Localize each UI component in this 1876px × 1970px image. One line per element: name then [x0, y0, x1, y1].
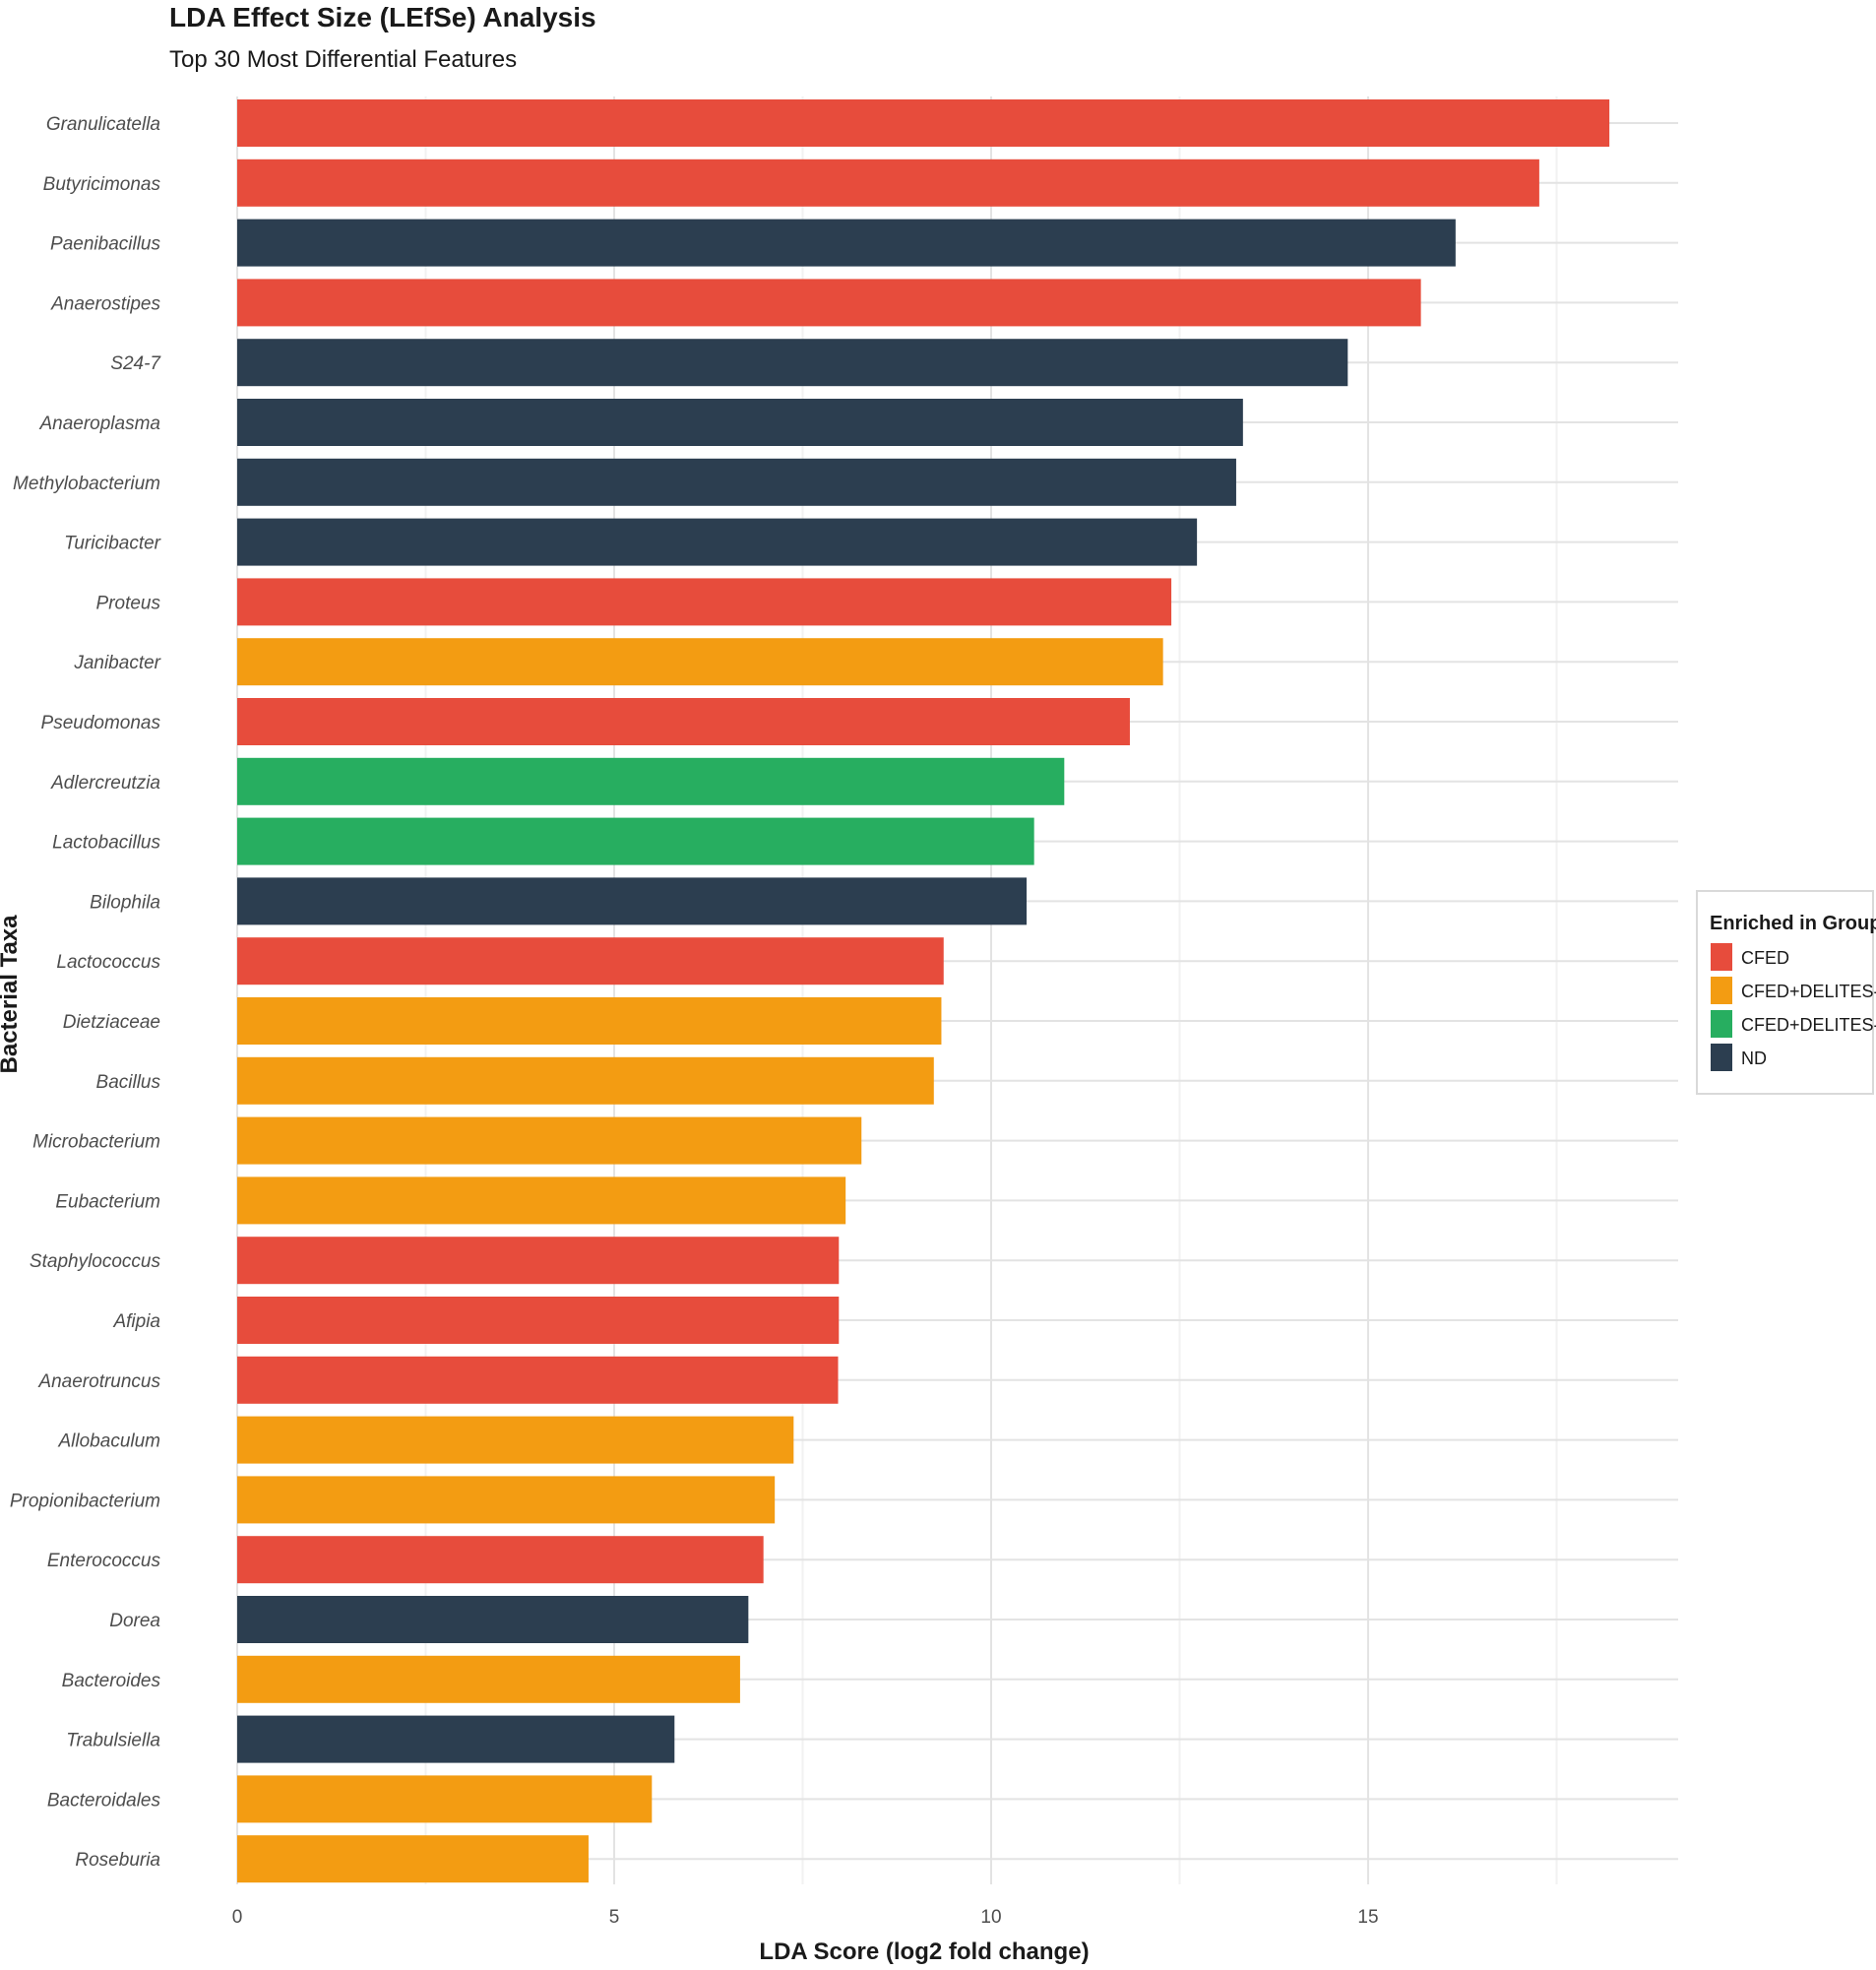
legend-label: CFED+DELITES-H [1741, 982, 1876, 1001]
bar-butyricimonas [237, 159, 1539, 207]
bar-afipia [237, 1297, 840, 1344]
bar-turicibacter [237, 518, 1198, 566]
bar-bacillus [237, 1056, 934, 1105]
bar-bacteroidales [237, 1775, 653, 1823]
x-tick-label: 0 [232, 1907, 243, 1928]
bar-bilophila [237, 877, 1028, 925]
category-label: Paenibacillus [50, 234, 160, 255]
bar-anaerostipes [237, 279, 1421, 327]
bar-paenibacillus [237, 219, 1456, 267]
bar-granulicatella [237, 99, 1610, 147]
category-label: Allobaculum [58, 1431, 161, 1452]
category-label: Granulicatella [46, 114, 160, 135]
legend: Enriched in Group CFEDCFED+DELITES-HCFED… [1696, 890, 1876, 1095]
legend-title: Enriched in Group [1710, 913, 1876, 934]
category-label: Propionibacterium [10, 1491, 160, 1511]
bar-lactococcus [237, 937, 944, 985]
bar-lactobacillus [237, 817, 1034, 865]
legend-swatch-nd [1711, 1044, 1732, 1071]
x-tick-label: 10 [980, 1907, 1001, 1928]
legend-label: CFED [1741, 948, 1789, 968]
legend-swatch-cfed-delites-h [1711, 977, 1732, 1004]
x-axis-ticks: 0 5 10 15 [232, 1907, 1379, 1928]
bar-allobaculum [237, 1416, 794, 1464]
category-label: Bacillus [96, 1072, 161, 1093]
category-labels: Granulicatella Butyricimonas Paenibacillus… [10, 114, 162, 1871]
chart-title: LDA Effect Size (LEfSe) Analysis [169, 2, 596, 32]
category-label: Bilophila [90, 892, 160, 913]
bar-proteus [237, 578, 1172, 626]
bar-pseudomonas [237, 698, 1130, 745]
category-label: Janibacter [73, 653, 160, 673]
bar-anaerotruncus [237, 1356, 839, 1404]
x-tick-label: 15 [1357, 1907, 1378, 1928]
category-label: Dietziaceae [63, 1012, 160, 1033]
bar-staphylococcus [237, 1237, 840, 1285]
category-label: Staphylococcus [30, 1251, 161, 1272]
bar-dietziaceae [237, 997, 942, 1045]
category-label: Trabulsiella [66, 1731, 160, 1751]
bar-roseburia [237, 1835, 589, 1883]
bar-bacteroides [237, 1655, 740, 1703]
bar-janibacter [237, 638, 1163, 686]
category-label: Anaerotruncus [37, 1371, 160, 1392]
x-axis-title: LDA Score (log2 fold change) [759, 1938, 1089, 1965]
category-label: Enterococcus [47, 1551, 161, 1571]
category-label: Anaerostipes [50, 293, 160, 314]
bar-enterococcus [237, 1536, 764, 1584]
bar-microbacterium [237, 1116, 862, 1165]
category-label: Eubacterium [55, 1191, 160, 1212]
category-label: Microbacterium [32, 1132, 160, 1153]
x-tick-label: 5 [609, 1907, 620, 1928]
bar-s24-7 [237, 339, 1348, 387]
legend-items: CFED CFED+DELITES-H CFED+DELITES-L ND [1711, 943, 1876, 1071]
bar-adlercreutzia [237, 757, 1065, 805]
category-label: Anaeroplasma [38, 413, 160, 434]
category-label: Butyricimonas [43, 174, 161, 195]
bar-methylobacterium [237, 458, 1236, 506]
bar-propionibacterium [237, 1476, 776, 1524]
y-axis-title: Bacterial Taxa [0, 915, 23, 1074]
bar-dorea [237, 1596, 749, 1643]
category-label: Dorea [109, 1611, 160, 1631]
category-label: Bacteroidales [47, 1790, 161, 1811]
category-label: Afipia [112, 1311, 160, 1332]
legend-swatch-cfed [1711, 943, 1732, 971]
category-label: Roseburia [75, 1850, 160, 1871]
category-label: Lactococcus [56, 952, 160, 973]
category-label: Adlercreutzia [50, 773, 160, 794]
bar-anaeroplasma [237, 399, 1243, 446]
chart-subtitle: Top 30 Most Differential Features [169, 46, 517, 73]
category-label: Pseudomonas [41, 713, 161, 733]
category-label: Lactobacillus [52, 833, 160, 854]
category-label: Turicibacter [64, 534, 161, 554]
category-label: Methylobacterium [13, 474, 160, 494]
category-label: Proteus [96, 593, 161, 613]
category-label: Bacteroides [62, 1671, 161, 1691]
legend-swatch-cfed-delites-l [1711, 1010, 1732, 1038]
bar-trabulsiella [237, 1715, 675, 1763]
category-label: S24-7 [110, 353, 161, 374]
bars [237, 99, 1610, 1883]
legend-label: CFED+DELITES-L [1741, 1015, 1876, 1035]
legend-label: ND [1741, 1049, 1767, 1068]
bar-eubacterium [237, 1176, 846, 1225]
